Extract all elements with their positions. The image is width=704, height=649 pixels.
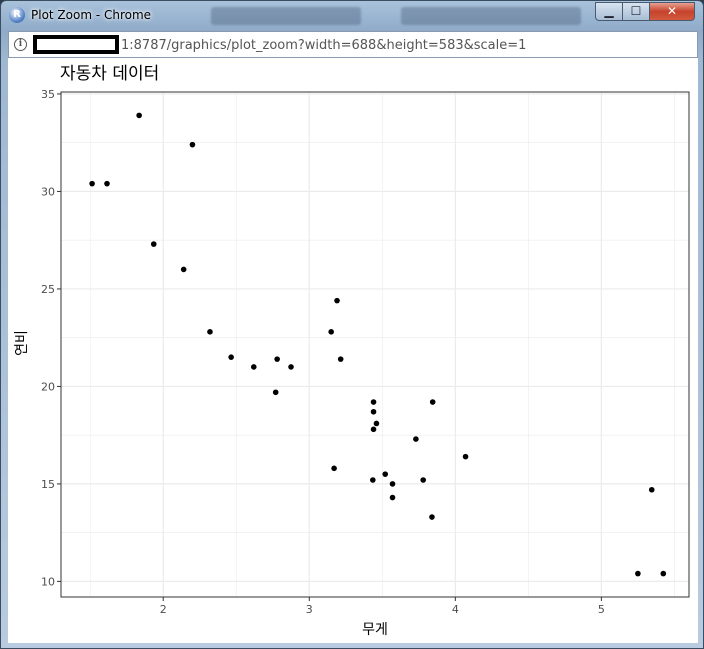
x-axis-label: 무게 (362, 622, 388, 638)
data-point (288, 364, 294, 370)
data-point (420, 477, 426, 483)
y-tick-label: 30 (41, 185, 55, 198)
close-button[interactable]: ✕ (649, 2, 695, 21)
data-point (250, 364, 257, 370)
data-point (207, 329, 213, 335)
url-text[interactable]: 1:8787/graphics/plot_zoom?width=688&heig… (121, 38, 527, 53)
data-point (389, 481, 396, 487)
page-content: 2 3 4 5 10 15 20 25 30 35 자동차 데이터 무게 연비 (8, 58, 698, 643)
panel-border (60, 91, 690, 598)
window-title: Plot Zoom - Chrome (31, 8, 152, 22)
title-bar[interactable]: R Plot Zoom - Chrome ▁ ☐ ✕ (1, 1, 703, 31)
close-icon: ✕ (666, 4, 678, 18)
data-point (104, 180, 110, 187)
maximize-icon: ☐ (630, 4, 642, 18)
data-point (382, 471, 389, 477)
background-tabs (211, 7, 591, 25)
blurred-tab (401, 7, 581, 25)
redacted-host (33, 35, 119, 54)
data-point (89, 180, 95, 187)
data-point (272, 389, 279, 396)
x-tick-label: 5 (598, 603, 605, 616)
y-tick-label: 35 (41, 88, 55, 101)
data-point (660, 570, 667, 577)
data-point (337, 356, 344, 362)
data-point (429, 399, 436, 405)
data-point (389, 494, 396, 501)
r-app-icon: R (9, 7, 25, 23)
data-point (180, 266, 187, 273)
data-point (334, 297, 340, 304)
data-point (328, 329, 334, 335)
y-axis-label: 연비 (14, 330, 30, 356)
grid-layer (61, 92, 689, 597)
maximize-button[interactable]: ☐ (622, 2, 650, 21)
axis-layer: 2 3 4 5 10 15 20 25 30 35 (41, 88, 605, 616)
points-layer (89, 112, 667, 577)
data-point (413, 436, 419, 442)
y-tick-label: 10 (41, 575, 55, 588)
info-icon[interactable]: i (14, 38, 27, 51)
data-point (373, 420, 380, 427)
data-point (370, 477, 376, 483)
data-point (462, 453, 469, 460)
data-point (370, 426, 377, 433)
data-point (189, 141, 196, 148)
data-point (136, 112, 142, 119)
data-point (150, 241, 157, 247)
chart-title: 자동차 데이터 (60, 64, 159, 84)
redacted-host-inner (37, 39, 115, 50)
x-tick-label: 4 (452, 603, 459, 616)
data-point (429, 514, 435, 520)
data-point (635, 570, 641, 577)
minimize-icon: ▁ (604, 4, 614, 18)
scatter-chart: 2 3 4 5 10 15 20 25 30 35 자동차 데이터 무게 연비 (14, 64, 690, 638)
y-tick-label: 15 (41, 478, 55, 491)
x-tick-label: 2 (160, 603, 167, 616)
data-point (331, 465, 337, 472)
data-point (648, 486, 655, 493)
minimize-button[interactable]: ▁ (595, 2, 623, 21)
data-point (228, 354, 234, 360)
y-tick-label: 25 (41, 283, 55, 296)
data-point (370, 408, 377, 415)
blurred-tab (211, 7, 361, 25)
y-tick-label: 20 (41, 380, 55, 393)
data-point (274, 356, 280, 362)
address-bar[interactable]: i 1:8787/graphics/plot_zoom?width=688&he… (8, 31, 698, 58)
x-tick-label: 3 (306, 603, 313, 616)
data-point (370, 399, 377, 405)
